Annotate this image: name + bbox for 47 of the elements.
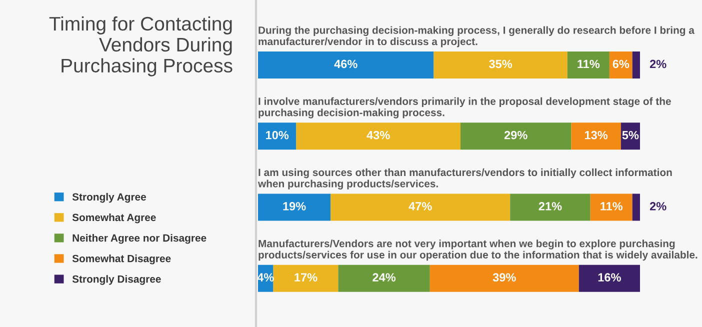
bar	[590, 194, 632, 221]
data-label: 29%	[504, 130, 528, 140]
data-label: 43%	[366, 130, 390, 140]
bar	[632, 194, 640, 221]
data-label: 16%	[598, 273, 621, 282]
bar	[258, 51, 434, 79]
y-tick-label: I am using sources other than manufacturers/vendors to initially collect information when purchasing products/services.	[258, 168, 672, 190]
bar	[258, 122, 296, 150]
bar	[338, 264, 430, 292]
data-label: 24%	[372, 273, 396, 282]
bar	[578, 264, 640, 292]
data-label: 47%	[408, 202, 432, 210]
legend-label: Neither Agree nor Disagree	[72, 234, 206, 244]
data-label: 5%	[622, 130, 639, 140]
data-label: 6%	[612, 60, 630, 68]
legend-label: Strongly Disagree	[72, 275, 161, 285]
bar	[434, 51, 568, 79]
data-label: 11%	[600, 202, 623, 210]
bar	[273, 264, 338, 292]
data-label: 17%	[294, 273, 318, 282]
data-label: 35%	[489, 60, 512, 68]
bar	[460, 122, 572, 150]
data-label: 2%	[650, 60, 666, 68]
bar	[609, 51, 632, 79]
bar	[567, 51, 610, 79]
bar	[510, 194, 590, 221]
y-tick-label: During the purchasing decision-making process, I generally do research before I bring a manufacturer/vendor in to discuss a project.	[258, 26, 695, 48]
bar	[330, 194, 510, 221]
legend-label: Somewhat Disagree	[72, 254, 171, 264]
data-label: 10%	[266, 130, 289, 140]
data-label: 19%	[283, 202, 306, 210]
legend-label: Strongly Agree	[72, 192, 146, 203]
legend-label: Somewhat Agree	[72, 213, 156, 224]
bar	[430, 264, 579, 292]
y-tick-label: Manufacturers/Vendors are not very important when we begin to explore purchasing products/services for use in our operation due to the information that is widely available.	[258, 240, 698, 261]
data-label: 13%	[585, 130, 608, 140]
data-label: 39%	[492, 273, 516, 282]
y-tick-label: I involve manufacturers/vendors primarily in the proposal development stage of the purchasing decision-making process.	[258, 97, 671, 118]
data-label: 46%	[334, 60, 358, 68]
bar	[571, 122, 621, 150]
data-label: 2%	[650, 202, 666, 210]
bar	[258, 194, 331, 221]
data-label: 21%	[538, 202, 562, 210]
text: Timing for Contacting Vendors During Purchasing Process	[49, 16, 232, 76]
bar	[632, 51, 640, 79]
bar	[296, 122, 460, 150]
data-label: 11%	[578, 60, 600, 68]
